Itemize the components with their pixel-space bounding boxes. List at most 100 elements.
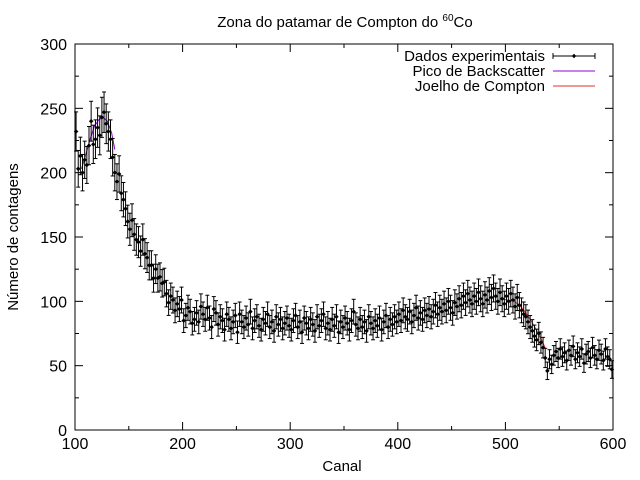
point-marker: [474, 299, 479, 304]
data-point: [514, 283, 520, 312]
point-marker: [261, 317, 266, 322]
point-marker: [293, 313, 298, 318]
point-marker: [385, 324, 391, 330]
point-marker: [512, 304, 518, 309]
point-marker: [560, 354, 565, 359]
point-marker: [312, 328, 318, 334]
point-marker: [144, 255, 150, 260]
point-marker: [519, 308, 524, 313]
data-point: [431, 298, 436, 325]
point-marker: [480, 301, 486, 307]
y-tick-label: 150: [40, 230, 67, 247]
point-marker: [446, 299, 451, 304]
data-point: [463, 289, 468, 316]
data-point: [127, 212, 133, 246]
x-tick-label: 200: [169, 436, 196, 453]
data-point: [213, 300, 219, 326]
point-marker: [243, 315, 249, 321]
data-point: [112, 153, 118, 192]
point-marker: [297, 319, 303, 325]
data-point: [308, 306, 313, 332]
point-marker: [101, 109, 107, 115]
data-point: [403, 304, 408, 330]
legend-item-0: Dados experimentais: [404, 48, 596, 65]
data-point: [237, 301, 242, 327]
data-point: [271, 319, 277, 343]
point-marker: [355, 326, 361, 331]
data-point: [116, 155, 122, 193]
point-marker: [426, 306, 432, 312]
point-marker: [306, 326, 311, 331]
data-point: [383, 302, 389, 329]
data-point: [454, 293, 460, 320]
data-point: [256, 313, 262, 338]
data-point: [474, 287, 479, 315]
data-points: [73, 91, 615, 381]
data-point: [273, 304, 279, 330]
data-point: [243, 305, 249, 331]
data-point: [570, 335, 576, 358]
point-marker: [106, 129, 111, 134]
data-point: [375, 313, 380, 338]
point-marker: [310, 322, 316, 327]
data-point: [181, 308, 186, 333]
point-marker: [278, 317, 283, 322]
point-marker: [168, 293, 174, 299]
point-marker: [121, 197, 126, 202]
point-marker: [200, 311, 206, 317]
data-point: [596, 339, 602, 361]
data-point: [579, 338, 585, 360]
x-tick-label: 500: [492, 436, 519, 453]
point-marker: [172, 308, 178, 313]
data-point: [545, 361, 550, 381]
data-point: [396, 301, 402, 327]
point-marker: [489, 295, 494, 300]
data-point: [101, 91, 107, 133]
point-marker: [138, 248, 143, 254]
data-point: [609, 360, 615, 379]
point-marker: [452, 300, 458, 305]
data-point: [282, 310, 288, 336]
point-marker: [233, 313, 238, 318]
data-point: [149, 250, 154, 281]
data-point: [344, 310, 350, 336]
point-marker: [538, 340, 544, 345]
data-point: [327, 317, 333, 342]
y-axis-label: Número de contagens: [5, 163, 22, 311]
point-marker: [413, 305, 419, 311]
data-point: [560, 346, 565, 367]
point-marker: [422, 308, 427, 313]
data-point: [605, 346, 610, 367]
data-point: [202, 306, 208, 332]
data-point: [93, 119, 98, 160]
data-point: [413, 294, 419, 321]
point-marker: [495, 299, 501, 304]
data-point: [134, 223, 139, 256]
data-point: [233, 302, 238, 329]
chart-title-superscript: 60: [442, 13, 454, 24]
point-marker: [308, 317, 313, 322]
point-marker: [482, 292, 488, 298]
data-point: [269, 309, 275, 335]
point-marker: [192, 317, 197, 322]
point-marker: [504, 293, 509, 299]
data-point: [297, 309, 303, 335]
data-point: [379, 317, 384, 342]
point-marker: [316, 323, 322, 329]
data-point: [338, 309, 344, 335]
point-marker: [349, 318, 354, 323]
point-marker: [187, 309, 193, 314]
data-point: [239, 309, 245, 335]
point-marker: [370, 326, 376, 331]
data-point: [252, 308, 257, 333]
legend-label: Joelho de Compton: [415, 78, 545, 95]
point-marker: [241, 324, 247, 330]
point-marker: [592, 353, 597, 358]
data-point: [319, 308, 324, 333]
data-point: [123, 191, 128, 227]
data-point: [140, 223, 146, 256]
data-point: [495, 287, 501, 315]
point-marker: [598, 351, 604, 357]
data-point: [459, 292, 464, 319]
point-marker: [390, 322, 395, 327]
